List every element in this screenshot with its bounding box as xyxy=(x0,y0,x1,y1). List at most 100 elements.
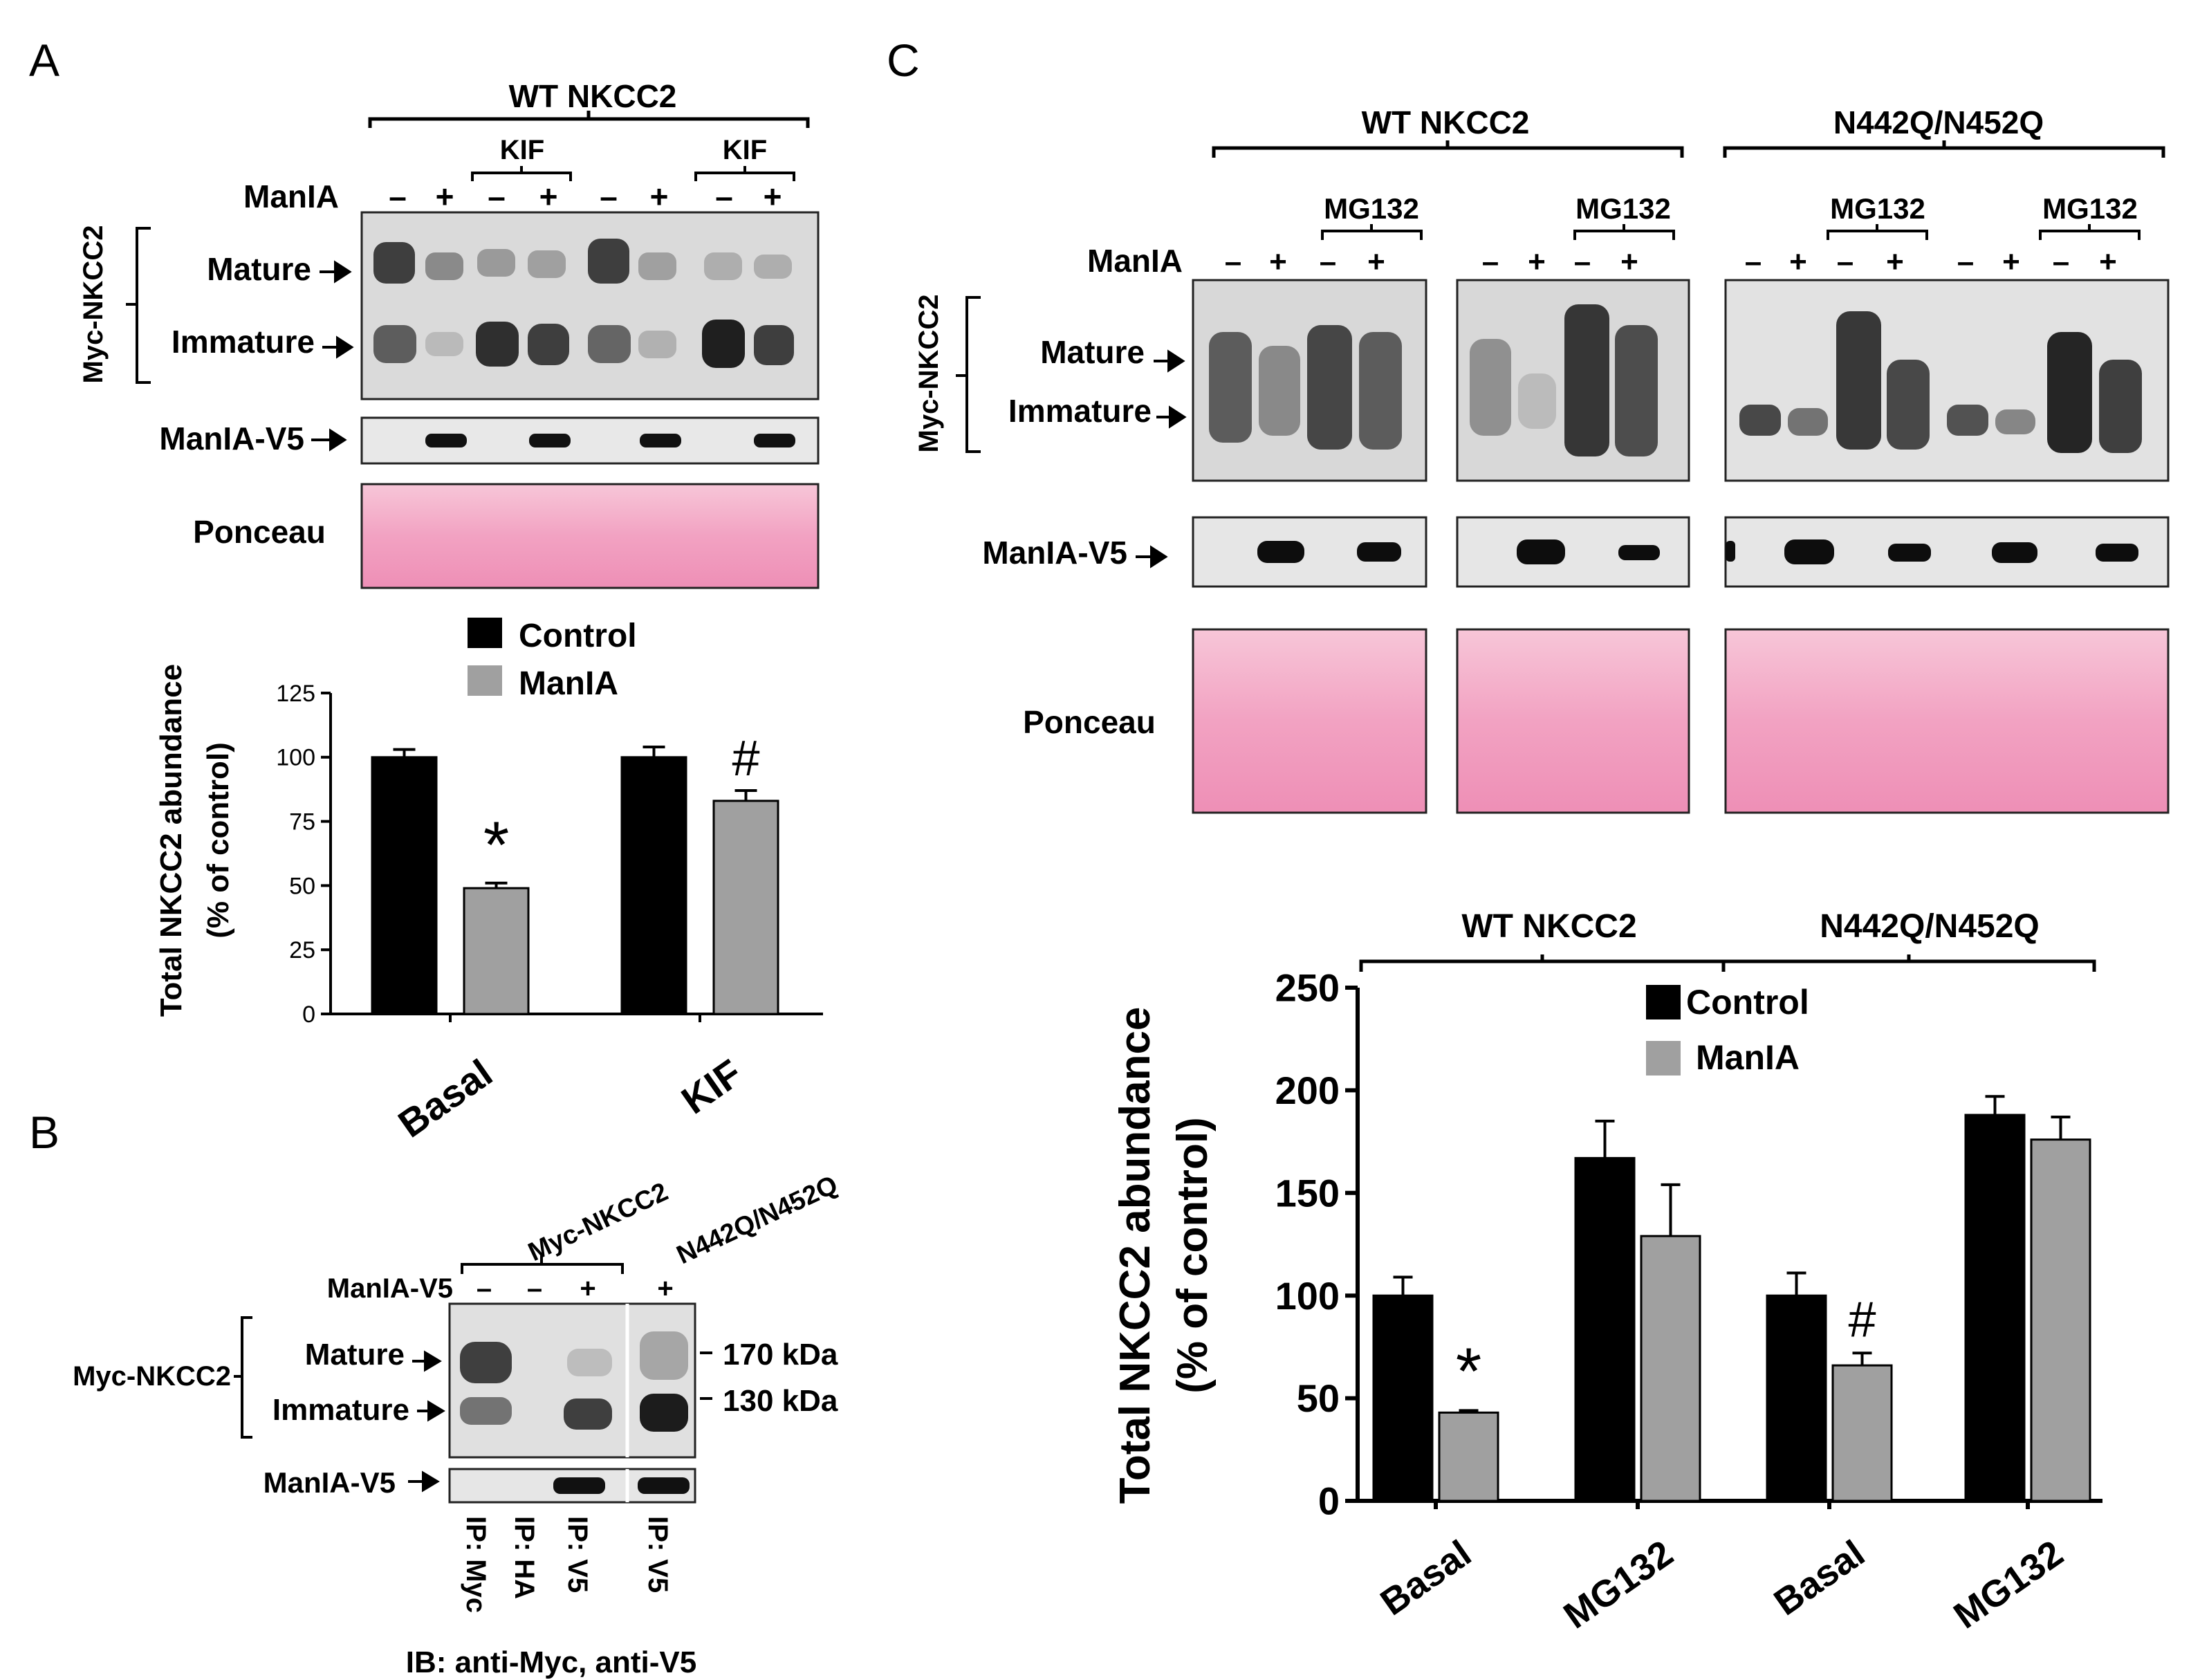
chart-c-bar-control-0 xyxy=(1372,1294,1434,1502)
chart-c-ytick-label-2: 100 xyxy=(1275,1274,1340,1318)
c-mature-arrow xyxy=(1154,349,1185,373)
chart-c-bar-mania-2 xyxy=(1831,1364,1893,1502)
chart-c-ytick-label-5: 250 xyxy=(1275,966,1340,1010)
c-sign-7: – xyxy=(1574,245,1591,279)
b-immature-label: Immature xyxy=(272,1393,409,1427)
c-sign-2: + xyxy=(1269,245,1287,279)
chart-c-bar-mania-3 xyxy=(2030,1138,2091,1502)
a-sign-8: + xyxy=(764,178,782,214)
b-marker-170: 170 kDa xyxy=(723,1338,838,1372)
c-sign-14: + xyxy=(2002,245,2020,279)
c-mg132-2: MG132 xyxy=(1575,192,1671,225)
c-ponceau-blot-2 xyxy=(1456,628,1690,814)
chart-a-bars: *# xyxy=(371,731,779,1015)
a-sign-4: + xyxy=(539,178,558,214)
a-myc-bracket xyxy=(126,227,151,384)
c-sign-4: + xyxy=(1367,245,1385,279)
c-mg132-1: MG132 xyxy=(1324,192,1419,225)
c-wt-label: WT NKCC2 xyxy=(1362,104,1530,140)
b-v5-label: ManIA-V5 xyxy=(264,1466,396,1499)
chart-c-ylabel-2: (% of control) xyxy=(1169,1117,1217,1394)
b-mature-arrow xyxy=(412,1350,442,1372)
chart-c-group-label-1: WT NKCC2 xyxy=(1461,908,1636,945)
chart-c-bar-mania-0 xyxy=(1438,1411,1499,1502)
c-mg132-labels: MG132 MG132 MG132 MG132 xyxy=(1324,192,2138,225)
b-top-label: Myc-NKCC2 xyxy=(524,1177,672,1267)
c-sign-6: + xyxy=(1528,245,1546,279)
b-mutant-label: N442Q/N452Q xyxy=(672,1170,842,1270)
a-kif-label-1: KIF xyxy=(500,135,544,165)
b-immature-arrow xyxy=(417,1400,445,1422)
chart-a-legend-manIA: ManIA xyxy=(519,665,618,702)
a-manIA-row-label: ManIA xyxy=(243,178,339,214)
c-sign-16: + xyxy=(2099,245,2117,279)
chart-a-legend-swatch-control xyxy=(468,618,502,648)
chart-a: Control ManIA Total NKCC2 abundance (% o… xyxy=(154,618,823,1146)
chart-a-ylabel-2: (% of control) xyxy=(201,742,235,939)
c-sign-10: + xyxy=(1789,245,1807,279)
a-sign-7: – xyxy=(715,178,733,214)
c-sign-9: – xyxy=(1745,245,1762,279)
chart-c-ytick-label-1: 50 xyxy=(1297,1376,1340,1420)
b-myc-bracket xyxy=(234,1316,252,1439)
a-v5-label: ManIA-V5 xyxy=(159,421,304,456)
c-sign-8: + xyxy=(1620,245,1638,279)
c-sign-5: – xyxy=(1482,245,1499,279)
a-group-label: WT NKCC2 xyxy=(509,78,677,114)
chart-a-bar-control-0 xyxy=(371,756,438,1015)
c-myc-bands xyxy=(1209,304,2142,456)
chart-a-ytick-label-1: 25 xyxy=(289,937,315,963)
chart-a-xtick-label-0: Basal xyxy=(390,1051,500,1145)
chart-c: WT NKCC2 N442Q/N452Q Control ManIA Total… xyxy=(1111,908,2102,1636)
chart-c-legend-control: Control xyxy=(1686,983,1809,1022)
a-immature-arrow xyxy=(322,335,354,359)
b-ib-label: IB: anti-Myc, anti-V5 xyxy=(406,1645,697,1679)
b-myc-label: Myc-NKCC2 xyxy=(73,1361,231,1392)
chart-c-annotation-1: # xyxy=(1848,1292,1876,1347)
chart-c-group-label-2: N442Q/N452Q xyxy=(1820,908,2040,945)
c-lane-signs: – + – + – + – + – + – + – + – + xyxy=(1225,245,2117,279)
b-marker-ticks xyxy=(700,1351,712,1400)
chart-c-legend-swatch-control xyxy=(1646,985,1681,1019)
c-wt-bracket xyxy=(1212,140,1684,158)
b-ip-2: IP: HA xyxy=(509,1516,539,1599)
c-sign-13: – xyxy=(1957,245,1974,279)
chart-c-group-bracket-2 xyxy=(1723,954,2096,972)
c-myc-blot-3 xyxy=(1724,279,2170,482)
b-ip-labels: IP: Myc IP: HA IP: V5 IP: V5 xyxy=(461,1516,673,1613)
a-myc-bands xyxy=(373,239,794,368)
chart-c-legend-swatch-manIA xyxy=(1646,1041,1681,1076)
c-v5-label: ManIA-V5 xyxy=(982,535,1127,571)
c-manIA-row-label: ManIA xyxy=(1087,243,1183,279)
a-sign-5: – xyxy=(600,178,618,214)
chart-c-ytick-label-0: 0 xyxy=(1318,1479,1340,1523)
b-manIA-label: ManIA-V5 xyxy=(327,1273,453,1304)
chart-a-ytick-label-3: 75 xyxy=(289,809,315,836)
chart-c-xtick-label-2: Basal xyxy=(1766,1533,1871,1624)
c-mg132-4: MG132 xyxy=(2042,192,2138,225)
chart-a-annotation-0: * xyxy=(483,809,509,883)
a-mature-arrow xyxy=(320,260,352,284)
c-v5-arrow xyxy=(1136,545,1168,569)
panel-a-blots: WT NKCC2 KIF KIF ManIA – + – + – + – + M… xyxy=(78,78,820,589)
b-marker-130: 130 kDa xyxy=(723,1384,838,1418)
chart-a-ytick-label-0: 0 xyxy=(302,1001,315,1028)
chart-a-ytick-label-4: 100 xyxy=(276,745,315,771)
chart-c-bar-mania-1 xyxy=(1640,1235,1701,1502)
c-mg132-brackets xyxy=(1321,224,2141,240)
c-v5-bands xyxy=(1257,539,2138,564)
panel-label-a: A xyxy=(29,35,59,86)
a-sign-3: – xyxy=(488,178,506,214)
a-kif-bracket-1 xyxy=(471,166,572,181)
a-v5-bands xyxy=(425,434,795,447)
chart-c-xtick-label-1: MG132 xyxy=(1556,1533,1680,1637)
b-ip-1: IP: Myc xyxy=(461,1516,491,1613)
a-ponceau-blot xyxy=(360,483,820,589)
b-myc-bands xyxy=(460,1331,688,1432)
c-immature-arrow xyxy=(1156,405,1187,429)
a-group-bracket xyxy=(368,111,810,128)
c-ponceau-label: Ponceau xyxy=(1023,704,1156,740)
chart-c-bar-control-1 xyxy=(1574,1156,1636,1502)
c-sign-15: – xyxy=(2053,245,2069,279)
